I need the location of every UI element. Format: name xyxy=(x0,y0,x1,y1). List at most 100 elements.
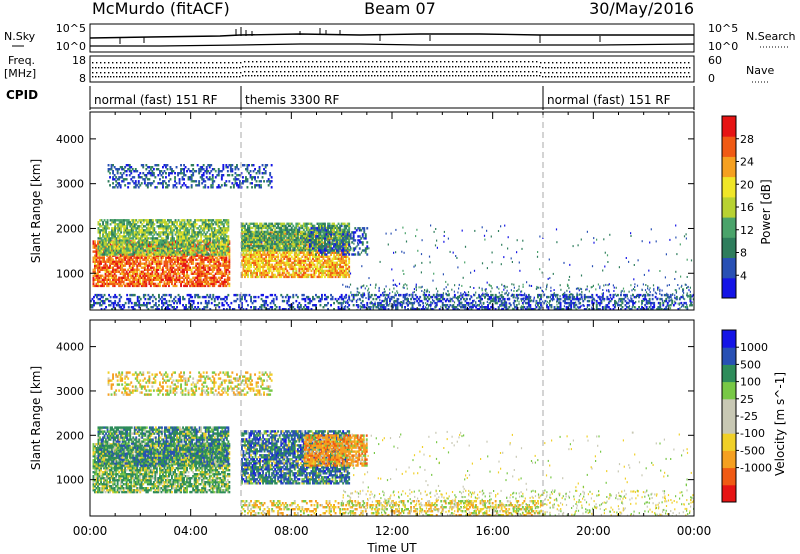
echo-cell xyxy=(304,257,307,260)
echo-cell xyxy=(339,259,342,262)
echo-cell xyxy=(224,229,227,232)
echo-cell xyxy=(114,229,117,232)
echo-cell xyxy=(148,260,151,263)
echo-cell xyxy=(201,274,204,277)
echo-cell xyxy=(244,271,246,275)
echo-cell xyxy=(251,271,254,275)
freq-dot xyxy=(592,72,594,74)
echo-cell xyxy=(112,229,115,232)
echo-cell xyxy=(187,264,190,267)
echo-cell xyxy=(149,272,152,275)
echo-cell xyxy=(253,240,255,244)
echo-cell xyxy=(304,265,307,269)
freq-dot xyxy=(472,61,474,63)
freq-dot xyxy=(95,67,97,69)
echo-cell xyxy=(128,262,131,265)
echo-cell xyxy=(153,251,156,254)
echo-cell xyxy=(263,232,266,236)
echo-cell xyxy=(159,231,162,234)
freq-dot xyxy=(188,72,190,74)
echo-cell xyxy=(171,251,174,254)
echo-cell xyxy=(182,241,184,244)
echo-cell xyxy=(183,229,186,232)
echo-cell xyxy=(278,261,281,264)
echo-cell xyxy=(308,263,311,266)
echo-cell xyxy=(256,259,258,262)
freq-dot xyxy=(215,76,217,78)
echo-cell xyxy=(195,235,198,238)
echo-cell xyxy=(315,247,317,250)
echo-cell xyxy=(106,223,109,226)
echo-cell xyxy=(223,260,226,263)
echo-cell xyxy=(266,265,269,269)
echo-cell xyxy=(269,228,272,232)
echo-cell xyxy=(216,223,219,226)
echo-cell xyxy=(331,263,334,266)
echo-cell xyxy=(182,233,184,236)
echo-cell xyxy=(171,242,173,245)
freq-dot xyxy=(324,61,326,63)
freq-dot xyxy=(368,75,370,77)
echo-cell xyxy=(254,259,257,262)
echo-cell xyxy=(260,228,263,232)
echo-cell xyxy=(222,264,225,267)
echo-cell xyxy=(163,276,166,279)
echo-cell xyxy=(287,273,290,277)
echo-cell xyxy=(250,271,252,275)
freq-dot xyxy=(569,67,571,69)
echo-cell xyxy=(114,219,117,222)
echo-cell xyxy=(268,269,271,273)
echo-cell xyxy=(192,239,195,242)
echo-cell xyxy=(266,237,269,240)
echo-cell xyxy=(253,259,255,262)
echo-cell xyxy=(248,244,251,248)
echo-cell xyxy=(169,280,172,284)
freq-dot xyxy=(180,62,182,64)
echo-cell xyxy=(228,258,231,261)
echo-cell xyxy=(345,245,348,248)
freq-dot xyxy=(329,66,331,68)
echo-cell xyxy=(265,232,268,236)
echo-cell xyxy=(147,219,150,222)
freq-dot xyxy=(545,76,547,78)
echo-cell xyxy=(144,253,147,256)
echo-cell xyxy=(318,273,320,277)
echo-cell xyxy=(262,226,264,230)
freq-dot xyxy=(464,61,466,63)
echo-cell xyxy=(117,247,120,250)
echo-cell xyxy=(346,249,349,252)
date-title: 30/May/2016 xyxy=(589,0,694,18)
echo-cell xyxy=(95,250,98,253)
echo-cell xyxy=(170,221,172,224)
freq-dot xyxy=(264,71,266,73)
freq-dot xyxy=(404,66,406,68)
echo-cell xyxy=(241,248,243,252)
echo-cell xyxy=(318,269,320,273)
echo-cell xyxy=(227,235,230,238)
echo-cell xyxy=(201,221,204,224)
echo-cell xyxy=(120,225,123,228)
freq-dot xyxy=(641,76,643,78)
echo-cell xyxy=(125,254,128,257)
echo-cell xyxy=(201,280,204,284)
freq-dot xyxy=(497,75,499,77)
freq-dot xyxy=(500,61,502,63)
echo-cell xyxy=(319,239,322,242)
freq-dot xyxy=(497,66,499,68)
echo-cell xyxy=(244,244,246,248)
echo-cell xyxy=(251,222,254,225)
echo-cell xyxy=(112,251,115,254)
echo-cell xyxy=(139,280,142,284)
freq-dot xyxy=(504,71,506,73)
echo-cell xyxy=(265,226,268,230)
echo-cell xyxy=(142,231,145,234)
freq-dot xyxy=(124,62,126,64)
echo-cell xyxy=(148,221,151,224)
freq-dot xyxy=(688,72,690,74)
echo-cell xyxy=(188,247,191,250)
echo-cell xyxy=(228,272,231,275)
freq-dot xyxy=(192,62,194,64)
echo-cell xyxy=(135,235,138,238)
echo-cell xyxy=(171,266,173,269)
echo-cell xyxy=(94,266,96,269)
